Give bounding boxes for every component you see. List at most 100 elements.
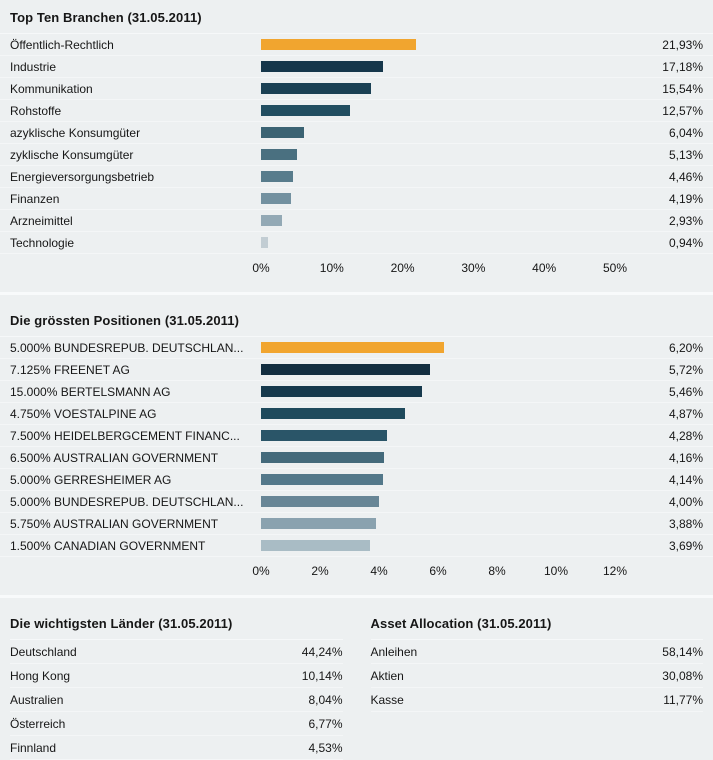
bar — [261, 83, 371, 94]
chart-row: 4.750% VOESTALPINE AG 4,87% — [0, 403, 713, 425]
bar-category-label: zyklische Konsumgüter — [10, 147, 134, 162]
branchen-bar-chart: Öffentlich-Rechtlich 21,93% Industrie 17,18… — [0, 34, 713, 292]
chart-row: 5.000% BUNDESREPUB. DEUTSCHLAN... 6,20% — [0, 337, 713, 359]
axis-tick-label: 50% — [602, 261, 628, 275]
bar-track — [261, 474, 615, 485]
chart-row: 15.000% BERTELSMANN AG 5,46% — [0, 381, 713, 403]
chart-row: 7.500% HEIDELBERGCEMENT FINANC... 4,28% — [0, 425, 713, 447]
axis-tick-label: 10% — [543, 564, 569, 578]
table-row-label: Kasse — [370, 692, 404, 707]
table-row-value: 8,04% — [308, 692, 343, 707]
table-row: Kasse 11,77% — [370, 688, 703, 712]
axis-tick-label: 6% — [429, 564, 447, 578]
bar-track — [261, 215, 615, 226]
axis-tick-label: 20% — [390, 261, 415, 275]
bar-value-label: 4,28% — [668, 428, 703, 443]
table-row-label: Australien — [10, 692, 64, 707]
bar — [261, 149, 298, 160]
bar-value-label: 6,04% — [668, 125, 703, 140]
asset-allocation-table-title: Asset Allocation (31.05.2011) — [370, 598, 703, 640]
bar-category-label: 5.000% BUNDESREPUB. DEUTSCHLAN... — [10, 494, 244, 509]
bar-track — [261, 193, 615, 204]
bar-value-label: 4,19% — [668, 191, 703, 206]
chart-row: 7.125% FREENET AG 5,72% — [0, 359, 713, 381]
bar-value-label: 15,54% — [662, 81, 703, 96]
bar — [261, 496, 379, 507]
axis-tick-label: 30% — [461, 261, 486, 275]
bar-value-label: 12,57% — [662, 103, 703, 118]
bar-category-label: 15.000% BERTELSMANN AG — [10, 384, 171, 399]
bar-category-label: Industrie — [10, 59, 57, 74]
chart-row: Öffentlich-Rechtlich 21,93% — [0, 34, 713, 56]
table-row: Deutschland 44,24% — [10, 640, 343, 664]
chart-row: 5.000% BUNDESREPUB. DEUTSCHLAN... 4,00% — [0, 491, 713, 513]
bar — [261, 364, 430, 375]
bar-value-label: 4,46% — [668, 169, 703, 184]
bar — [261, 518, 376, 529]
bar-value-label: 4,16% — [668, 450, 703, 465]
bar-value-label: 0,94% — [668, 235, 703, 250]
bar — [261, 39, 417, 50]
chart-row: Rohstoffe 12,57% — [0, 100, 713, 122]
branchen-chart-title: Top Ten Branchen (31.05.2011) — [0, 0, 713, 34]
bar-track — [261, 105, 615, 116]
axis-tick-label: 2% — [311, 564, 329, 578]
chart-row: Kommunikation 15,54% — [0, 78, 713, 100]
bar-value-label: 3,88% — [668, 516, 703, 531]
bar — [261, 474, 384, 485]
bar — [261, 430, 388, 441]
bar-category-label: Finanzen — [10, 191, 60, 206]
table-row: Finnland 4,53% — [10, 736, 343, 760]
chart-row: Arzneimittel 2,93% — [0, 210, 713, 232]
table-row: Australien 8,04% — [10, 688, 343, 712]
bar-category-label: Energieversorgungsbetrieb — [10, 169, 155, 184]
table-row-label: Anleihen — [370, 644, 418, 659]
bar-value-label: 4,14% — [668, 472, 703, 487]
table-row-value: 30,08% — [662, 668, 703, 683]
bar-track — [261, 39, 615, 50]
positionen-chart-title: Die grössten Positionen (31.05.2011) — [0, 295, 713, 337]
asset-allocation-table: Asset Allocation (31.05.2011) Anleihen 58… — [370, 598, 703, 760]
bar-value-label: 4,00% — [668, 494, 703, 509]
table-row: Hong Kong 10,14% — [10, 664, 343, 688]
bar-track — [261, 518, 615, 529]
bar — [261, 61, 383, 72]
bar — [261, 171, 293, 182]
bar-track — [261, 408, 615, 419]
bar-value-label: 17,18% — [662, 59, 703, 74]
bar-category-label: 5.750% AUSTRALIAN GOVERNMENT — [10, 516, 219, 531]
laender-table-title: Die wichtigsten Länder (31.05.2011) — [10, 598, 343, 640]
chart-row: azyklische Konsumgüter 6,04% — [0, 122, 713, 144]
bar-value-label: 5,46% — [668, 384, 703, 399]
chart-row: 5.750% AUSTRALIAN GOVERNMENT 3,88% — [0, 513, 713, 535]
asset-allocation-table-body: Anleihen 58,14% Aktien 30,08% Kasse 11,77% — [370, 640, 703, 712]
chart-row: Finanzen 4,19% — [0, 188, 713, 210]
axis-tick-label: 4% — [370, 564, 388, 578]
bar-category-label: 5.000% GERRESHEIMER AG — [10, 472, 172, 487]
axis-tick-label: 8% — [488, 564, 506, 578]
bar-track — [261, 83, 615, 94]
table-row-value: 44,24% — [301, 644, 343, 659]
bar-category-label: Kommunikation — [10, 81, 93, 96]
bar-value-label: 6,20% — [668, 340, 703, 355]
table-row-label: Österreich — [10, 716, 66, 731]
table-row-label: Finnland — [10, 740, 57, 755]
bar-track — [261, 386, 615, 397]
bar-track — [261, 496, 615, 507]
bar-value-label: 3,69% — [668, 538, 703, 553]
chart-row: Industrie 17,18% — [0, 56, 713, 78]
section-bottom-tables: Die wichtigsten Länder (31.05.2011) Deut… — [0, 595, 713, 760]
table-row-value: 10,14% — [301, 668, 343, 683]
bar — [261, 127, 304, 138]
table-row-value: 11,77% — [663, 692, 703, 707]
bar-category-label: azyklische Konsumgüter — [10, 125, 141, 140]
bar — [261, 237, 268, 248]
bar — [261, 105, 350, 116]
table-row-value: 4,53% — [308, 740, 343, 755]
table-row-label: Deutschland — [10, 644, 77, 659]
section-groesste-positionen: Die grössten Positionen (31.05.2011) 5.0… — [0, 292, 713, 595]
bar-value-label: 5,72% — [668, 362, 703, 377]
axis-tick-label: 0% — [252, 564, 270, 578]
chart-row: Energieversorgungsbetrieb 4,46% — [0, 166, 713, 188]
